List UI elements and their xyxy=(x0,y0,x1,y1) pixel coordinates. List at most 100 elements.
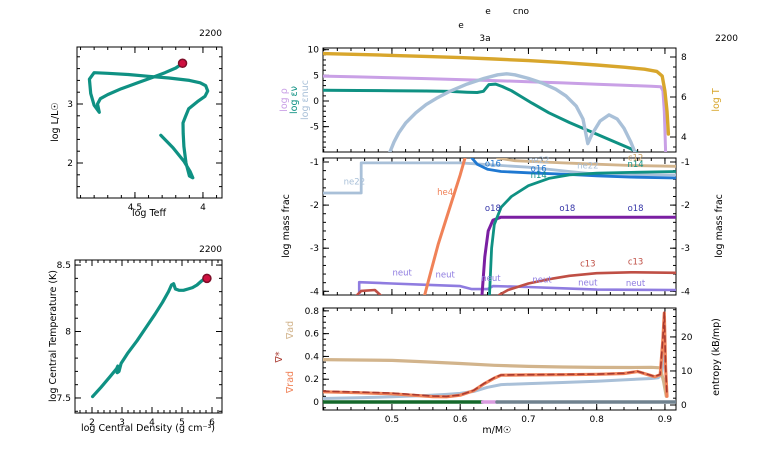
y-tick-label: -3 xyxy=(310,244,319,254)
series-o16 xyxy=(470,158,676,180)
y-tick-label: 8.5 xyxy=(57,261,71,271)
y-tick-label: 5 xyxy=(313,71,319,81)
series-label-ne22: ne22 xyxy=(577,161,598,171)
series-label-o18: o18 xyxy=(485,204,501,214)
y-tick-label: 0 xyxy=(313,398,319,408)
axis-title: log Central Temperature (K) xyxy=(48,270,59,402)
panel-frame xyxy=(76,46,223,199)
x-tick-label: 6 xyxy=(209,418,215,428)
series-neut xyxy=(357,280,676,295)
series-hr-evolution-track-thin xyxy=(162,136,193,177)
profile-gradients-series xyxy=(323,311,676,404)
x-tick-label: 0.9 xyxy=(658,415,673,425)
profile-top: 10 5 0 -5 8 6 4 log ρ log εν log εnuc log T xyxy=(279,46,722,153)
profile-gradients: 0.5 0.6 0.7 0.8 0.9 0.8 0.6 0.4 0.2 0 20 10 0 ∇ad∇*∇r… xyxy=(274,307,722,436)
y-tick-label: 0.6 xyxy=(305,330,320,340)
x-tick-label: 0.7 xyxy=(521,415,535,425)
x-tick-label: 5 xyxy=(179,418,185,428)
axis-title: log εν xyxy=(289,86,300,114)
axis-title: log mass frac xyxy=(281,194,292,258)
axis-title: log Central Density (g cm⁻³) xyxy=(81,423,215,434)
profile-abundances-series xyxy=(323,158,676,295)
x-tick-label: 2 xyxy=(89,418,95,428)
series-label-n14: n14 xyxy=(531,171,547,181)
series-label-o16: o16 xyxy=(531,164,547,174)
axis-title: log mass frac xyxy=(714,194,725,258)
axis-title: log Teff xyxy=(132,208,167,219)
y2-tick-label: 6 xyxy=(681,93,687,103)
series-grad-rad xyxy=(323,311,669,399)
series-label-neut: neut xyxy=(481,274,501,284)
series-o18 xyxy=(480,215,676,295)
annotation-e: e xyxy=(458,21,464,31)
annotation-3a: 3a xyxy=(479,34,490,44)
series-grad-star xyxy=(323,311,668,398)
series-label-n14: n14 xyxy=(627,160,643,170)
hr-diagram: 4.5 4 3 2 log Teff log L/L☉ 2200 xyxy=(50,29,223,219)
series-n14 xyxy=(488,170,676,295)
model-number-tag: 2200 xyxy=(199,29,222,39)
axis-title: m/M☉ xyxy=(482,425,511,436)
series-label-c13: c13 xyxy=(580,260,596,270)
panel-frame xyxy=(322,47,677,153)
x-tick-label: 4 xyxy=(200,203,206,213)
y2-tick-label: -3 xyxy=(681,244,690,254)
current-model-marker xyxy=(177,58,188,69)
central-t-rho: 2 3 4 5 6 8.5 8 7.5 log Central Density (g cm⁻³)… xyxy=(48,245,223,434)
annotation-2200: 2200 xyxy=(715,34,738,44)
x-tick-label: 0.6 xyxy=(453,415,468,425)
series-label-neut: neut xyxy=(578,278,598,288)
y-tick-label: 0.8 xyxy=(305,307,320,317)
series-label-o18: o18 xyxy=(628,204,644,214)
profile-abundances: -1-2-3-4-1-2-3-4ne22ne22ne22o16o16n14n14… xyxy=(281,153,725,297)
axis-title: ∇rad xyxy=(285,371,296,394)
annotation-cno: cno xyxy=(513,7,530,17)
x-tick-label: 0.5 xyxy=(385,415,399,425)
hr-diagram-series xyxy=(87,61,210,180)
axis-title: log L/L☉ xyxy=(50,102,61,142)
x-tick-label: 3 xyxy=(119,418,125,428)
axis-title: log T xyxy=(711,88,722,112)
series-label-ne22: ne22 xyxy=(528,156,549,166)
y2-tick-label: -1 xyxy=(681,158,690,168)
axis-title: log εnuc xyxy=(300,80,311,120)
y-tick-label: -1 xyxy=(310,158,319,168)
profile-top-series xyxy=(323,51,671,152)
axis-title: ∇* xyxy=(274,351,285,363)
series-label-o16: o16 xyxy=(485,159,501,169)
y2-tick-label: 0 xyxy=(681,401,687,411)
y-tick-label: -5 xyxy=(310,123,319,133)
series-hr-evolution-track xyxy=(87,61,210,180)
series-c13-left xyxy=(355,288,382,295)
current-model-marker xyxy=(202,273,212,284)
y-tick-label: 8 xyxy=(65,328,71,338)
series-log-eps-nuc xyxy=(388,72,637,152)
y2-tick-label: -2 xyxy=(681,201,690,211)
series-he4 xyxy=(423,158,467,295)
series-label-neut: neut xyxy=(435,271,455,281)
series-log-t xyxy=(323,51,671,136)
panel-frame xyxy=(74,259,223,414)
y2-tick-label: 20 xyxy=(681,333,693,343)
series-central-conditions-track xyxy=(90,276,207,399)
series-label-ne22: ne22 xyxy=(344,177,365,187)
series-c12 xyxy=(496,158,676,168)
series-label-c12: c12 xyxy=(628,153,644,163)
series-label-c13: c13 xyxy=(628,258,644,268)
y-tick-label: -4 xyxy=(310,287,319,297)
model-number-tag: 2200 xyxy=(199,245,222,255)
y-tick-label: 0.4 xyxy=(305,352,320,362)
central-t-rho-series xyxy=(90,276,207,399)
y2-tick-label: -4 xyxy=(681,287,690,297)
axis-title: ∇ad xyxy=(285,321,296,340)
series-label-he4: he4 xyxy=(437,188,453,198)
series-label-neut: neut xyxy=(532,276,552,286)
series-log-rho xyxy=(323,74,668,152)
series-label-neut: neut xyxy=(393,268,413,278)
x-tick-label: 4.5 xyxy=(128,203,142,213)
y-tick-label: 2 xyxy=(67,159,73,169)
y2-tick-label: 10 xyxy=(681,367,693,377)
series-label-neut: neut xyxy=(626,279,646,289)
